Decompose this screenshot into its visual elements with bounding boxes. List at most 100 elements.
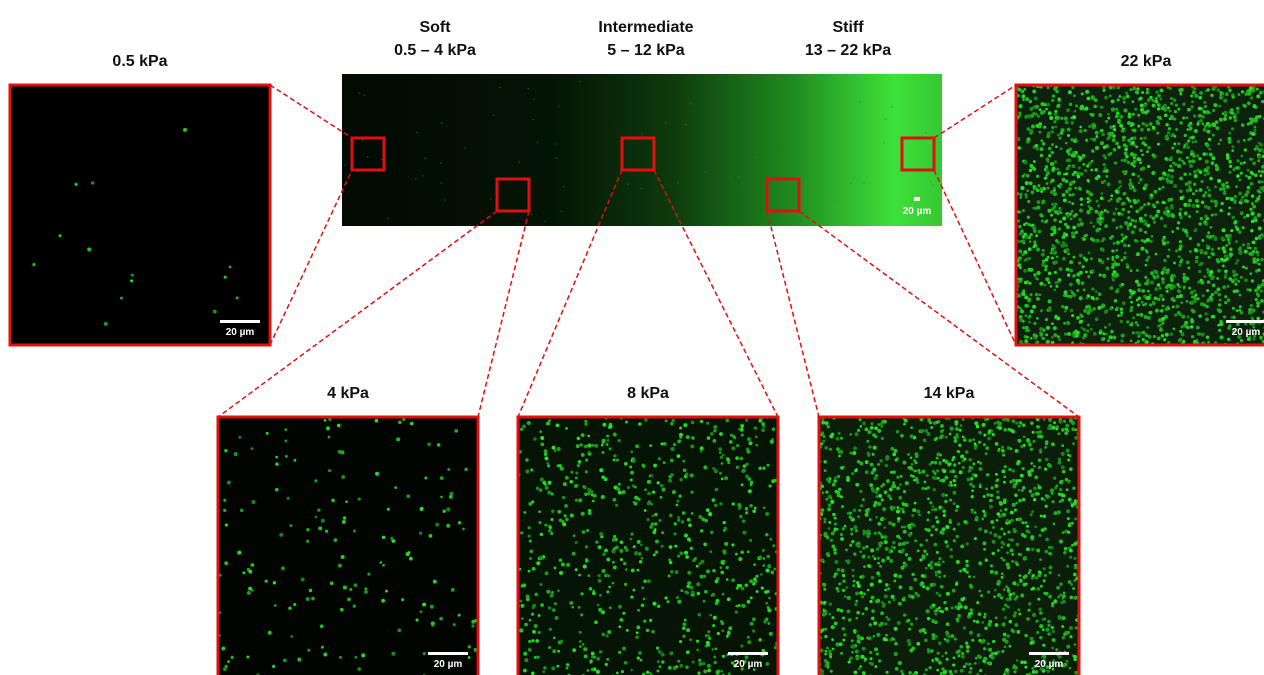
cell xyxy=(898,661,902,665)
cell xyxy=(1130,322,1133,325)
cell xyxy=(1190,153,1193,156)
strip-cell xyxy=(704,172,706,174)
cell xyxy=(747,640,751,644)
cell xyxy=(1007,543,1011,547)
cell xyxy=(999,501,1002,504)
cell xyxy=(584,654,588,658)
cell xyxy=(700,575,704,579)
cell xyxy=(1061,305,1064,308)
cell xyxy=(595,541,598,544)
cell xyxy=(591,668,594,671)
cell xyxy=(1054,160,1057,163)
cell xyxy=(710,432,714,436)
cell xyxy=(602,633,606,637)
cell xyxy=(1049,565,1053,569)
cell xyxy=(1053,326,1057,330)
cell xyxy=(1204,191,1207,194)
cell xyxy=(1025,329,1028,332)
cell xyxy=(1019,232,1023,236)
cell xyxy=(550,532,553,535)
cell xyxy=(703,575,706,578)
cell xyxy=(1123,172,1126,175)
cell xyxy=(841,569,845,573)
cell xyxy=(889,638,892,641)
cell xyxy=(741,433,744,436)
cell xyxy=(1066,149,1070,153)
cell xyxy=(829,655,832,658)
cell xyxy=(946,639,950,643)
cell xyxy=(1147,202,1150,205)
cell xyxy=(624,661,628,665)
cell xyxy=(1115,208,1118,211)
cell xyxy=(1247,242,1251,246)
cell xyxy=(582,643,585,646)
cell xyxy=(1072,442,1075,445)
cell xyxy=(987,437,991,441)
cell xyxy=(1008,590,1011,593)
cell xyxy=(840,495,843,498)
cell xyxy=(1015,479,1019,483)
cell xyxy=(837,475,840,478)
cell xyxy=(934,472,937,475)
cell xyxy=(1023,160,1027,164)
cell xyxy=(1195,189,1198,192)
cell xyxy=(842,616,845,619)
cell xyxy=(713,616,717,620)
cell xyxy=(1121,233,1124,236)
cell xyxy=(1192,91,1196,95)
cell xyxy=(661,531,664,534)
cell xyxy=(1177,108,1180,111)
cell xyxy=(876,571,880,575)
cell xyxy=(721,477,724,480)
cell xyxy=(1234,119,1238,123)
cell xyxy=(1159,177,1163,181)
cell xyxy=(687,581,691,585)
cell xyxy=(1008,468,1011,471)
cell xyxy=(897,506,900,509)
cell xyxy=(1225,181,1228,184)
cell xyxy=(1001,576,1004,579)
cell xyxy=(991,486,994,489)
cell xyxy=(1116,241,1120,245)
cell xyxy=(1012,430,1015,433)
cell xyxy=(822,583,825,586)
cell xyxy=(1084,129,1087,132)
cell xyxy=(978,590,981,593)
cell xyxy=(956,617,960,621)
cell xyxy=(1027,299,1031,303)
cell xyxy=(1223,191,1227,195)
cell xyxy=(538,631,541,634)
cell xyxy=(1152,126,1155,129)
zoom-line xyxy=(934,170,1016,345)
cell xyxy=(1137,324,1140,327)
cell xyxy=(1087,275,1090,278)
cell xyxy=(670,422,674,426)
cell xyxy=(872,453,875,456)
cell xyxy=(554,602,557,605)
cell xyxy=(862,671,866,675)
cell xyxy=(969,466,973,470)
cell xyxy=(540,436,544,440)
cell xyxy=(846,476,850,480)
strip-cell xyxy=(779,96,781,98)
cell xyxy=(1059,420,1063,424)
cell xyxy=(529,649,532,652)
cell xyxy=(1068,164,1071,167)
cell xyxy=(1041,253,1045,257)
strip-cell xyxy=(929,168,931,170)
cell xyxy=(1051,646,1054,649)
scale-bar xyxy=(1029,652,1069,655)
cell xyxy=(860,504,863,507)
cell xyxy=(1118,180,1122,184)
cell xyxy=(1117,86,1120,89)
cell xyxy=(974,421,978,425)
cell xyxy=(1119,320,1123,324)
cell xyxy=(870,583,874,587)
cell xyxy=(1035,113,1038,116)
cell xyxy=(1018,553,1021,556)
cell xyxy=(1029,240,1032,243)
cell xyxy=(1099,331,1102,334)
cell xyxy=(1055,281,1058,284)
cell xyxy=(1140,128,1144,132)
cell xyxy=(447,468,450,471)
